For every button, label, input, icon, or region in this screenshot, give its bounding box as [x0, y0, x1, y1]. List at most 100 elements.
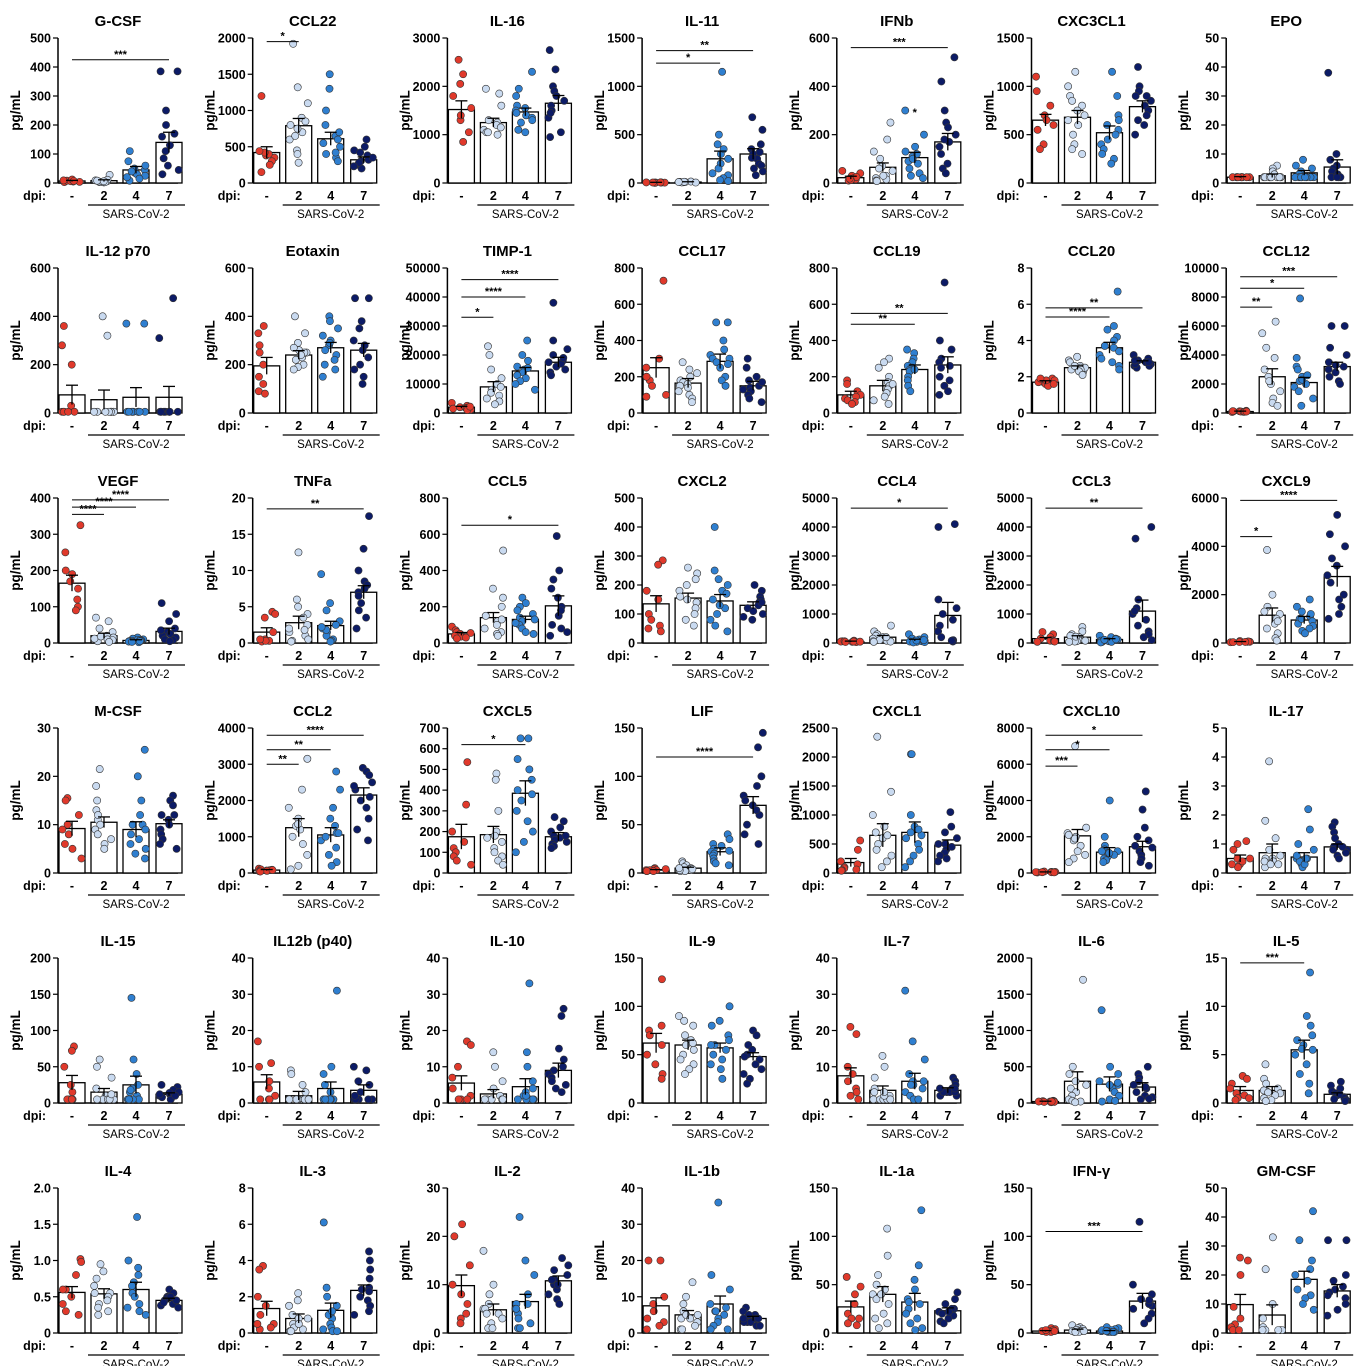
- data-point: [1295, 1236, 1304, 1245]
- x-axis-label: dpi:: [23, 1109, 46, 1123]
- data-point: [465, 1261, 474, 1270]
- data-point: [679, 1300, 688, 1308]
- data-point: [156, 840, 164, 848]
- data-point: [1309, 845, 1318, 854]
- y-tick-label: 200: [420, 600, 441, 614]
- y-tick-label: 2000: [413, 80, 441, 94]
- data-point: [758, 125, 767, 134]
- data-point: [285, 1095, 294, 1104]
- y-tick-label: 4000: [1191, 349, 1219, 363]
- data-point: [739, 385, 748, 394]
- data-point: [287, 1327, 295, 1336]
- data-point: [1340, 322, 1349, 330]
- data-point: [1304, 805, 1313, 814]
- data-point: [1082, 823, 1091, 832]
- data-point: [107, 1090, 116, 1099]
- y-tick-label: 30: [1205, 1240, 1219, 1254]
- data-point: [319, 1070, 328, 1078]
- data-point: [130, 1292, 139, 1301]
- data-point: [326, 317, 334, 326]
- data-point: [1261, 1060, 1270, 1069]
- y-axis-label: pg/mL: [8, 1010, 23, 1051]
- data-point: [752, 806, 761, 815]
- data-point: [513, 362, 522, 371]
- group-label: SARS-CoV-2: [492, 439, 559, 451]
- data-point: [552, 532, 561, 540]
- y-tick-label: 100: [30, 600, 51, 614]
- data-point: [360, 584, 369, 593]
- data-point: [94, 1303, 103, 1312]
- y-tick-label: 0: [433, 637, 440, 651]
- data-point: [903, 345, 911, 354]
- group-label: SARS-CoV-2: [102, 209, 169, 221]
- y-tick-label: 8000: [1191, 291, 1219, 305]
- data-point: [869, 147, 878, 156]
- chart-title: CCL19: [873, 243, 921, 260]
- data-point: [479, 1246, 488, 1255]
- significance-label: *: [508, 514, 513, 526]
- data-point: [852, 1030, 861, 1039]
- data-point: [165, 637, 174, 646]
- data-point: [950, 520, 959, 528]
- data-point: [901, 863, 910, 872]
- y-tick-label: 50: [37, 1060, 51, 1074]
- data-point: [944, 387, 952, 396]
- data-point: [544, 1290, 553, 1299]
- y-tick-label: 0: [1018, 1097, 1025, 1111]
- y-tick-label: 1500: [607, 32, 635, 46]
- data-point: [1308, 1045, 1317, 1054]
- data-point: [467, 860, 476, 869]
- x-tick-label: 4: [1106, 1109, 1113, 1123]
- data-point: [1064, 831, 1073, 839]
- data-point: [555, 1300, 564, 1308]
- data-point: [328, 1307, 337, 1316]
- data-point: [1335, 854, 1343, 863]
- data-point: [557, 1012, 566, 1020]
- data-point: [514, 1314, 523, 1323]
- data-point: [1341, 542, 1349, 551]
- data-point: [745, 376, 753, 385]
- x-axis-label: dpi:: [412, 419, 435, 433]
- data-point: [1142, 92, 1151, 100]
- data-point: [561, 831, 570, 840]
- data-point: [73, 595, 82, 604]
- x-axis-label: dpi:: [802, 419, 825, 433]
- x-tick-label: 7: [555, 649, 562, 663]
- data-point: [1333, 173, 1341, 182]
- chart-title: G-CSF: [95, 13, 142, 30]
- group-label: SARS-CoV-2: [1271, 439, 1338, 451]
- data-point: [689, 1045, 698, 1054]
- chart-title: IL-5: [1273, 933, 1300, 950]
- chart-panel: CCL120200040006000800010000pg/mL******dp…: [1176, 243, 1354, 451]
- x-axis-label: dpi:: [23, 649, 46, 663]
- x-axis-label: dpi:: [23, 419, 46, 433]
- data-point: [678, 358, 687, 367]
- y-tick-label: 30: [621, 1218, 635, 1232]
- data-point: [920, 130, 928, 139]
- data-point: [547, 584, 556, 593]
- y-axis-label: pg/mL: [787, 90, 802, 131]
- y-tick-label: 800: [420, 492, 441, 506]
- x-tick-label: 4: [911, 1339, 918, 1353]
- data-point: [935, 390, 944, 399]
- data-point: [1068, 1062, 1077, 1071]
- y-tick-label: 50: [621, 818, 635, 832]
- y-tick-label: 6000: [1191, 492, 1219, 506]
- data-point: [1142, 615, 1150, 624]
- data-point: [331, 365, 340, 374]
- data-point: [1095, 1077, 1104, 1086]
- x-tick-label: -: [70, 879, 74, 893]
- data-point: [707, 1041, 716, 1049]
- x-tick-label: 7: [555, 879, 562, 893]
- data-point: [256, 1095, 265, 1104]
- data-point: [362, 613, 370, 622]
- significance-label: **: [1252, 296, 1261, 308]
- x-tick-label: 7: [1139, 1109, 1146, 1123]
- data-point: [95, 624, 104, 633]
- data-point: [1264, 1088, 1272, 1097]
- x-tick-label: 7: [166, 1109, 173, 1123]
